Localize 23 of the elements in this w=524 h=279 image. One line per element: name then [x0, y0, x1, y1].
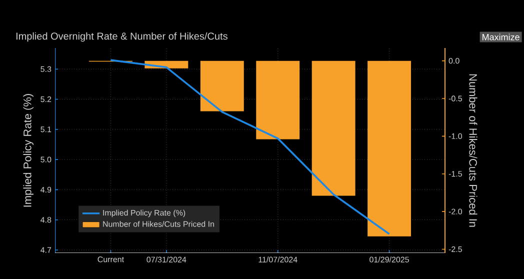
y2-tick-label: -0.5 — [448, 96, 462, 102]
legend-label: Number of Hikes/Cuts Priced In — [103, 220, 214, 227]
x-tick-label: 11/07/2024 — [258, 256, 298, 262]
x-tick-label: 01/29/2025 — [370, 256, 409, 262]
y2-tick-label: -1.0 — [448, 133, 462, 140]
y-tick-label: 4.8 — [40, 217, 52, 223]
chart-title: Implied Overnight Rate & Number of Hikes/Cuts — [16, 32, 228, 42]
y-tick-label: 5.0 — [40, 156, 52, 162]
x-tick-label: Current — [98, 256, 124, 262]
y2-tick-label: -2.5 — [448, 246, 462, 252]
y2-tick-label: -2.0 — [448, 208, 462, 214]
y-tick-label: 4.9 — [40, 186, 52, 193]
y-tick-label: 4.7 — [40, 247, 52, 253]
text: Maximize — [482, 34, 520, 40]
y2-axis-title: Number of Hikes/Cuts Priced In — [469, 74, 478, 227]
y-tick-label: 5.1 — [40, 126, 52, 132]
y2-tick-label: 0.0 — [448, 58, 460, 64]
legend-label: Implied Policy Rate (%) — [103, 210, 186, 218]
y2-tick-label: -1.5 — [448, 171, 462, 177]
y-tick-label: 5.3 — [40, 66, 52, 72]
y-axis-title: Implied Policy Rate (%) — [23, 94, 34, 207]
x-tick-label: 07/31/2024 — [146, 256, 186, 262]
y-tick-label: 5.2 — [40, 96, 52, 102]
